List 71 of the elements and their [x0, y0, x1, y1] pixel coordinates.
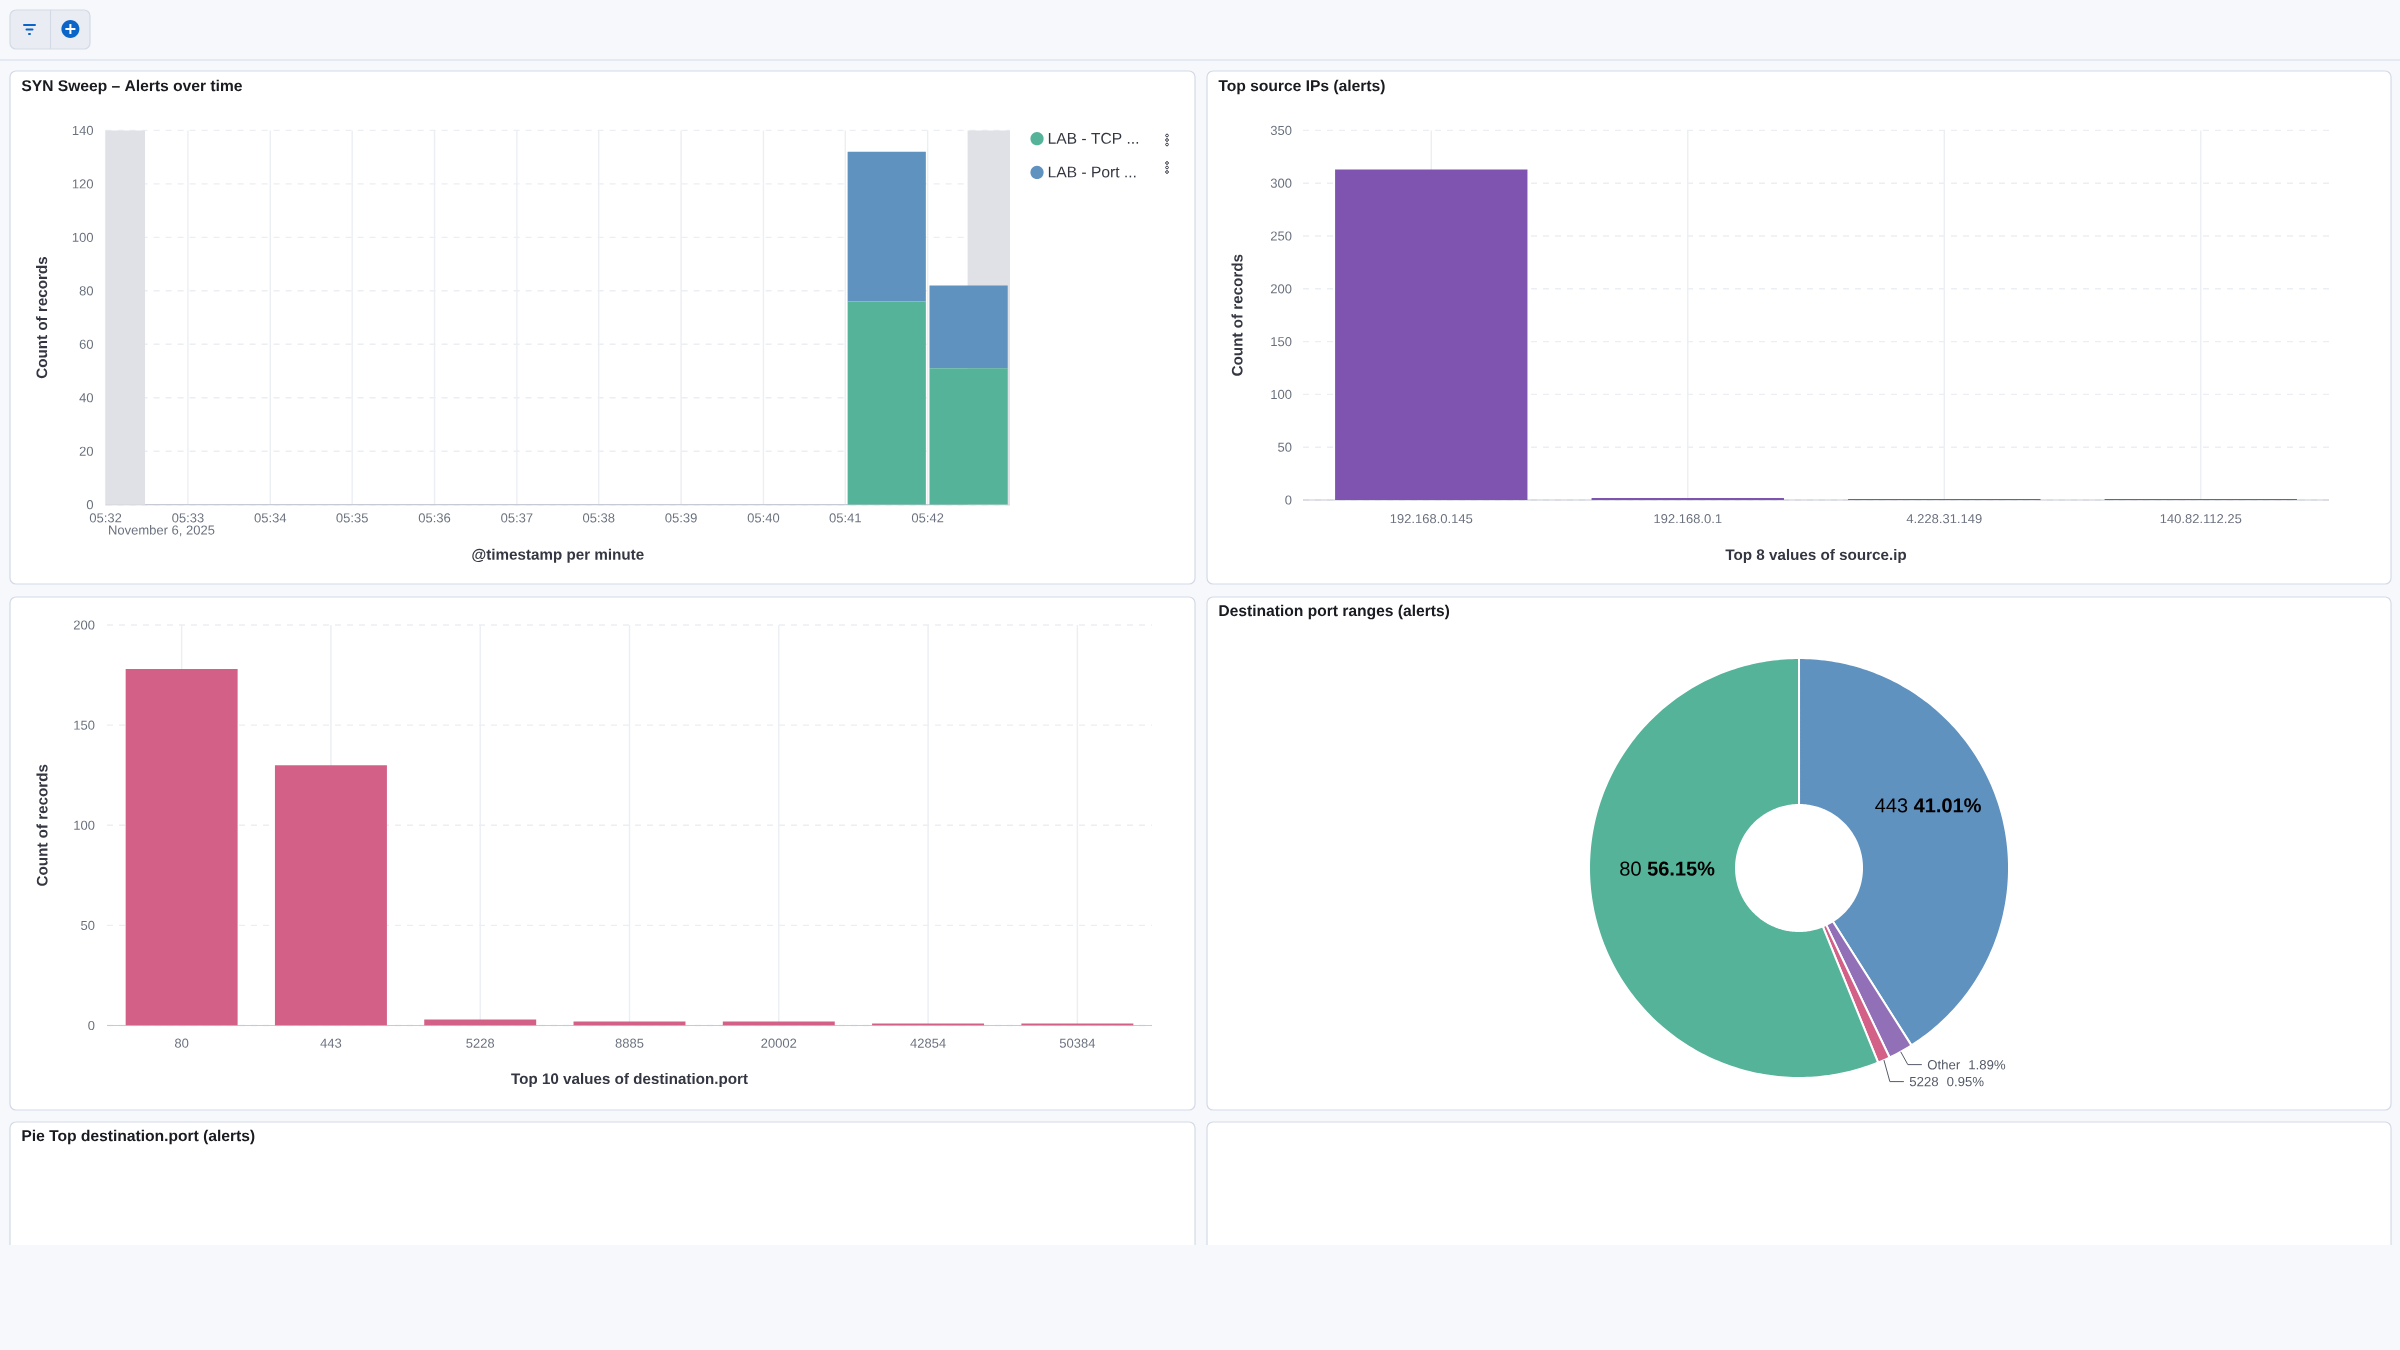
slice-label: 5228 [1909, 1076, 1939, 1087]
y-tick-label: 120 [72, 179, 94, 189]
data-label: 1.89% [1969, 1060, 2006, 1070]
x-tick-label: 50384 [1059, 1038, 1096, 1048]
bar [274, 765, 387, 1026]
bar [125, 669, 238, 1026]
y-tick-label: 80 [79, 286, 94, 296]
x-tick-label: 05:39 [665, 513, 697, 523]
slice-label: Other [1927, 1059, 1961, 1070]
x-tick-label: 80 [174, 1038, 189, 1048]
x-tick-label: 05:33 [172, 513, 204, 523]
y-tick-label: 200 [73, 620, 95, 630]
x-tick-label: 5228 [466, 1038, 495, 1048]
chart-title: Top source IPs (alerts) [1218, 79, 1385, 95]
x-tick-label: 05:32 [89, 513, 122, 523]
data-label: 56.15% [1647, 861, 1715, 876]
y-axis-title: Count of records [36, 256, 48, 379]
chart-title: SYN Sweep – Alerts over time [21, 79, 242, 95]
text: Destination port ranges (alerts) [1219, 604, 1450, 620]
y-axis-title: Count of records [36, 764, 48, 886]
bar [847, 151, 926, 302]
x-axis-title: Top 8 values of source.ip [1725, 548, 1907, 564]
y-tick-label: 0 [86, 500, 94, 510]
x-tick-label: 192.168.0.1 [1654, 514, 1722, 524]
y-tick-label: 150 [1271, 337, 1292, 347]
y-tick-label: 60 [79, 339, 94, 349]
bar [1335, 169, 1528, 501]
y-tick-label: 50 [81, 920, 95, 930]
x-tick-label: 42854 [910, 1038, 946, 1048]
y-tick-label: 350 [1270, 125, 1292, 136]
bar [929, 285, 1008, 369]
x-tick-label: 05:38 [582, 513, 615, 523]
y-tick-label: 100 [72, 232, 94, 242]
y-axis-title: Count of records [1231, 254, 1243, 376]
y-tick-label: 0 [1285, 495, 1292, 505]
y-tick-label: 0 [88, 1020, 95, 1031]
text: Pie Top destination.port (alerts) [22, 1129, 255, 1145]
x-tick-label: 05:42 [911, 513, 944, 523]
y-tick-label: 300 [1270, 178, 1292, 188]
x-axis-title: @timestamp per minute [472, 548, 644, 563]
x-tick-label: 4.228.31.149 [1906, 514, 1982, 524]
y-tick-label: 40 [79, 393, 94, 403]
x-tick-label: 05:41 [829, 513, 861, 523]
x-tick-label: 05:40 [747, 513, 780, 523]
y-tick-label: 140 [72, 125, 94, 135]
y-tick-label: 200 [1270, 284, 1292, 294]
x-tick-label: 192.168.0.145 [1390, 514, 1473, 524]
x-tick-label: 05:35 [336, 513, 368, 523]
bar [847, 301, 926, 505]
x-tick-label: 8885 [615, 1038, 644, 1048]
y-tick-label: 150 [74, 720, 95, 730]
data-label: 0.95% [1947, 1076, 1984, 1087]
y-tick-label: 250 [1270, 231, 1292, 241]
x-tick-label: 05:37 [501, 513, 533, 523]
bar [1591, 497, 1784, 501]
x-tick-label: 05:36 [418, 513, 451, 523]
x-tick-label: 20002 [761, 1038, 797, 1048]
legend-label: LAB - TCP ... [1048, 132, 1139, 144]
x-tick-label: 05:34 [254, 513, 287, 523]
y-tick-label: 100 [74, 820, 95, 830]
data-label: 41.01% [1913, 798, 1981, 813]
x-axis-title: Top 10 values of destination.port [511, 1072, 748, 1088]
slice-label: 80 [1620, 861, 1641, 876]
y-tick-label: 20 [79, 446, 94, 456]
y-tick-label: 50 [1278, 442, 1292, 452]
slice-label: 443 [1875, 798, 1908, 813]
x-tick-label: 443 [320, 1038, 342, 1048]
text: November 6, 2025 [109, 525, 215, 537]
y-tick-label: 100 [1271, 389, 1292, 400]
legend-label: LAB - Port ... [1048, 166, 1136, 178]
x-tick-label: 140.82.112.25 [2160, 514, 2242, 524]
